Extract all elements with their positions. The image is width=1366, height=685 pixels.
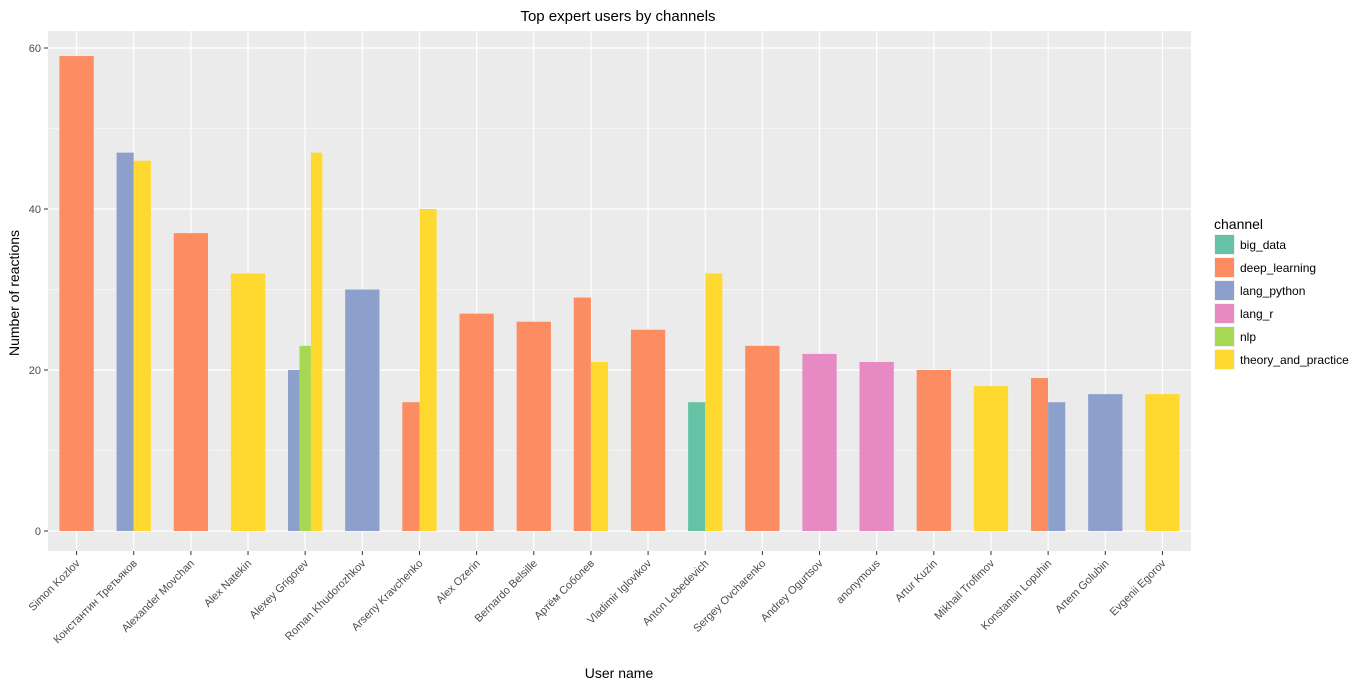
bar (345, 289, 380, 531)
bar (859, 361, 894, 531)
x-tick-label: Andrey Ogurtsov (759, 557, 826, 624)
bar (630, 329, 666, 531)
bar (116, 152, 134, 531)
x-tick-label: Alex Natekin (202, 558, 254, 610)
bar (916, 370, 951, 531)
legend-title: channel (1214, 216, 1263, 232)
bar (516, 321, 551, 531)
legend-swatch (1215, 350, 1234, 369)
legend-swatch (1215, 304, 1234, 323)
legend-swatch (1215, 327, 1234, 346)
x-axis-title: User name (585, 665, 654, 681)
legend-label: deep_learning (1240, 261, 1316, 275)
bar (705, 273, 723, 531)
bar (288, 370, 300, 531)
bar (745, 345, 780, 531)
bar (590, 361, 609, 531)
bar (1145, 394, 1180, 531)
bar (310, 152, 323, 531)
bar (133, 160, 151, 531)
legend-label: nlp (1240, 330, 1256, 344)
legend-label: big_data (1240, 238, 1286, 252)
bar (688, 402, 706, 531)
bar (802, 353, 837, 531)
x-tick-label: Bernardo Belsille (473, 558, 540, 625)
x-tick-label: Alexey Grigorev (247, 557, 311, 621)
bar (1048, 402, 1066, 531)
legend-label: lang_python (1240, 284, 1305, 298)
x-tick-label: Mikhail Trofimov (932, 557, 997, 622)
chart-title: Top expert users by channels (520, 8, 715, 25)
bar (173, 233, 209, 531)
legend-label: lang_r (1240, 307, 1273, 321)
legend-swatch (1215, 235, 1234, 254)
legend-swatch (1215, 281, 1234, 300)
legend-swatch (1215, 258, 1234, 277)
y-tick-label: 20 (29, 365, 41, 377)
y-tick-label: 40 (29, 204, 41, 216)
y-tick-label: 0 (35, 526, 41, 538)
bar (1030, 378, 1049, 531)
bar (402, 402, 420, 531)
x-tick-label: Артём Соболев (532, 558, 597, 623)
bar (59, 56, 94, 532)
bar (230, 273, 266, 531)
plot-panel (48, 31, 1191, 551)
x-tick-label: Artur Kuzin (893, 558, 940, 605)
bar (459, 313, 494, 531)
x-tick-label: Evgenii Egorov (1108, 557, 1169, 618)
legend: channel big_data deep_learning lang_python… (1214, 216, 1349, 370)
x-tick-label: Artem Golubin (1053, 558, 1111, 616)
bar (1088, 394, 1123, 531)
x-tick-label: Simon Kozlov (27, 557, 83, 613)
legend-label: theory_and_practice (1240, 353, 1349, 367)
x-tick-label: anonymous (834, 557, 883, 606)
y-axis-title: Number of reactions (6, 230, 22, 356)
bar (299, 345, 311, 531)
bar (419, 209, 437, 531)
bar (573, 297, 591, 531)
bar (973, 386, 1009, 531)
y-axis-ticks: 0 20 40 60 (29, 43, 48, 538)
y-tick-label: 60 (29, 43, 41, 55)
x-tick-label: Alex Ozerin (434, 558, 483, 607)
bars (59, 56, 1180, 532)
